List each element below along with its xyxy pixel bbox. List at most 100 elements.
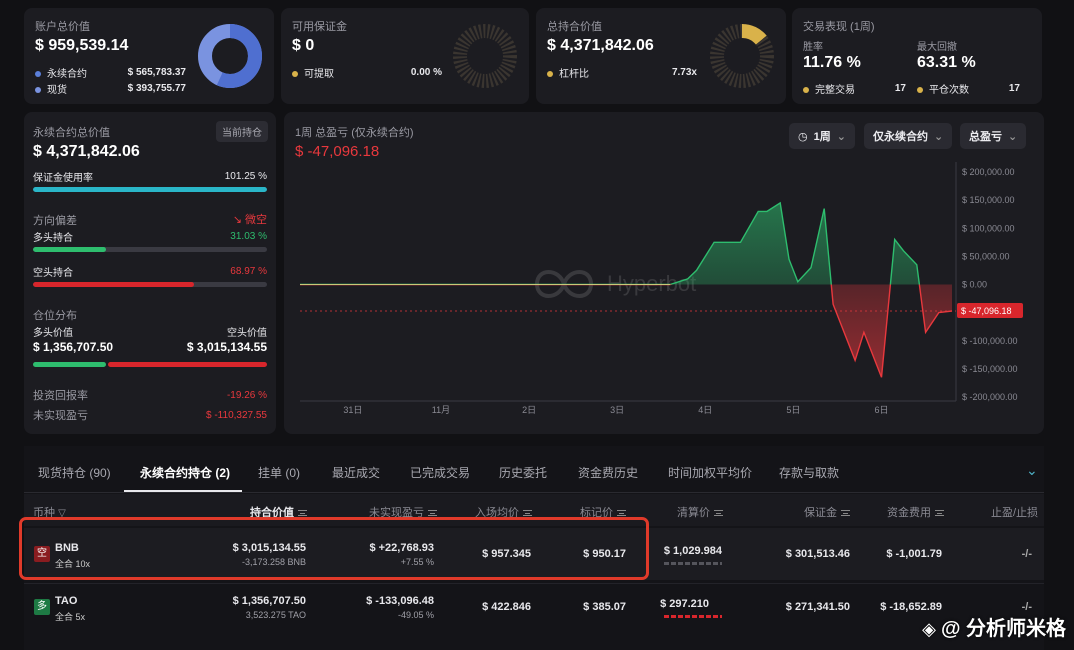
- scope-select[interactable]: 仅永续合约 ⌄: [864, 123, 953, 149]
- x-tick-label: 6日: [875, 405, 889, 415]
- leverage-label: 杠杆比: [559, 69, 589, 80]
- leverage-value: 7.73x: [671, 67, 697, 78]
- upnl-value: $ -110,327.55: [206, 409, 267, 421]
- available-margin-card: 可用保证金 $ 0 可提取 0.00 %: [281, 8, 529, 104]
- col-mark[interactable]: 标记价: [580, 504, 626, 520]
- position-size: 3,523.275 TAO: [245, 610, 306, 620]
- perp-dot: [35, 71, 41, 78]
- holdings-value-label: 总持合价值: [547, 21, 602, 33]
- upnl-label: 未实现盈亏: [33, 410, 88, 422]
- col-margin-label: 保证金: [804, 507, 837, 519]
- current-value-tag: [957, 302, 1023, 318]
- tab-3[interactable]: 最近成交: [332, 466, 381, 480]
- tab-2[interactable]: 挂单 (0): [258, 466, 301, 480]
- coin-leverage: 全合 5x: [55, 612, 86, 622]
- withdrawable-value: 0.00 %: [410, 67, 442, 78]
- position-dist-label: 仓位分布: [33, 310, 77, 322]
- x-tick-label: 4日: [698, 405, 712, 415]
- collapse-chevron-icon[interactable]: ⌄: [1026, 462, 1038, 478]
- chart-title: 1周 总盈亏 (仅永续合约): [295, 127, 414, 139]
- tab-0[interactable]: 现货持仓 (90): [38, 466, 111, 480]
- perp-total-label: 永续合约总价值: [33, 127, 110, 139]
- margin-usage-label: 保证金使用率: [33, 173, 93, 184]
- win-rate-value: 11.76 %: [803, 54, 861, 71]
- footer-watermark: ◈ @ 分析师米格: [922, 612, 1066, 641]
- holdings-value-card: 总持合价值 $ 4,371,842.06 杠杆比 7.73x: [536, 8, 786, 104]
- tab-4[interactable]: 已完成交易: [410, 466, 471, 480]
- close-count-value: 17: [1008, 83, 1020, 94]
- col-liq-label: 清算价: [677, 507, 710, 519]
- col-value[interactable]: 持合价值: [250, 504, 307, 520]
- col-pnl[interactable]: 未实现盈亏: [369, 504, 437, 520]
- period-select[interactable]: ◷ 1周 ⌄: [789, 123, 855, 149]
- dist-bar-short: [107, 362, 267, 367]
- coin-name[interactable]: TAO: [55, 595, 78, 607]
- pnl-area-chart: $ 200,000.00 $ 150,000.00 $ 100,000.00 $ 50…: [300, 162, 1023, 415]
- liq-distance-bar: [664, 562, 722, 565]
- tab-8[interactable]: 存款与取款: [779, 466, 840, 480]
- position-value: $ 1,356,707.50: [232, 595, 306, 607]
- sort-icon: [428, 510, 437, 517]
- col-value-label: 持合价值: [250, 507, 294, 519]
- short-value-label: 空头价值: [227, 328, 267, 339]
- complete-trades-row: 完整交易 17: [803, 81, 906, 96]
- long-label: 多头持合: [33, 233, 73, 244]
- col-margin[interactable]: 保证金: [804, 504, 850, 520]
- tab-1[interactable]: 永续合约持仓 (2): [140, 466, 231, 480]
- margin-usage-row: 保证金使用率 101.25 %: [33, 169, 267, 184]
- chart-current-value: $ -47,096.18: [295, 143, 380, 160]
- col-funding[interactable]: 资金费用: [887, 504, 944, 520]
- close-count-row: 平仓次数 17: [917, 81, 1020, 96]
- dist-bar: [33, 362, 267, 367]
- x-tick-label: 11月: [432, 405, 450, 415]
- tpsl-value[interactable]: -/-: [1021, 601, 1032, 613]
- complete-trades-dot: [803, 87, 809, 94]
- col-liq[interactable]: 清算价: [677, 504, 723, 520]
- liq-price: $ 1,029.984: [663, 545, 722, 557]
- perp-summary-card: 永续合约总价值 当前持仓 $ 4,371,842.06 保证金使用率 101.2…: [24, 112, 276, 434]
- tpsl-value[interactable]: -/-: [1021, 548, 1032, 560]
- x-tick-label: 3日: [610, 405, 624, 415]
- metric-select[interactable]: 总盈亏 ⌄: [960, 123, 1027, 149]
- dist-bar-long: [33, 362, 106, 367]
- tab-6[interactable]: 资金费历史: [578, 466, 639, 480]
- footer-watermark-text: @ 分析师米格: [940, 618, 1066, 640]
- current-position-badge[interactable]: 当前持仓: [216, 121, 268, 142]
- col-entry-label: 入场均价: [475, 507, 519, 519]
- filter-icon: ▽: [58, 508, 66, 519]
- x-tick-label: 31日: [343, 405, 362, 415]
- col-entry[interactable]: 入场均价: [475, 504, 532, 520]
- available-margin-value: $ 0: [292, 37, 315, 54]
- sort-icon: [714, 510, 723, 517]
- perp-label: 永续合约: [47, 69, 87, 80]
- y-tick-label: $ 50,000.00: [962, 251, 1010, 261]
- account-perp-row: 永续合约 $ 565,783.37: [35, 65, 186, 80]
- unrealized-pnl-pct: -49.05 %: [397, 610, 434, 620]
- clock-icon: ◷: [798, 130, 808, 143]
- table-row[interactable]: [24, 528, 1044, 580]
- position-size: -3,173.258 BNB: [241, 557, 306, 567]
- side-badge: 空: [34, 546, 50, 562]
- row-divider: [24, 583, 1044, 584]
- spot-label: 现货: [47, 85, 67, 96]
- y-tick-label: $ -200,000.00: [962, 392, 1018, 402]
- tab-7[interactable]: 时间加权平均价: [668, 466, 753, 480]
- direction-bias-value: ↘ 微空: [233, 211, 267, 227]
- leverage-dot: [547, 71, 553, 78]
- side-badge: 多: [34, 599, 50, 615]
- tab-5[interactable]: 历史委托: [499, 466, 548, 480]
- long-bar-fill: [33, 247, 106, 252]
- entry-price: $ 957.345: [482, 548, 531, 560]
- active-tab-indicator: [124, 490, 242, 492]
- coin-name[interactable]: BNB: [55, 542, 79, 554]
- col-coin[interactable]: 币种 ▽: [33, 504, 66, 520]
- entry-price: $ 422.846: [482, 601, 531, 613]
- spot-value: $ 393,755.77: [127, 83, 186, 94]
- performance-label: 交易表现 (1周): [803, 21, 875, 33]
- short-row: 空头持合 68.97 %: [33, 264, 267, 279]
- margin-value: $ 271,341.50: [785, 601, 850, 613]
- short-bar: [33, 282, 267, 287]
- short-pct: 68.97 %: [230, 266, 267, 277]
- positive-area: [300, 202, 952, 285]
- y-tick-label: $ 100,000.00: [962, 223, 1015, 233]
